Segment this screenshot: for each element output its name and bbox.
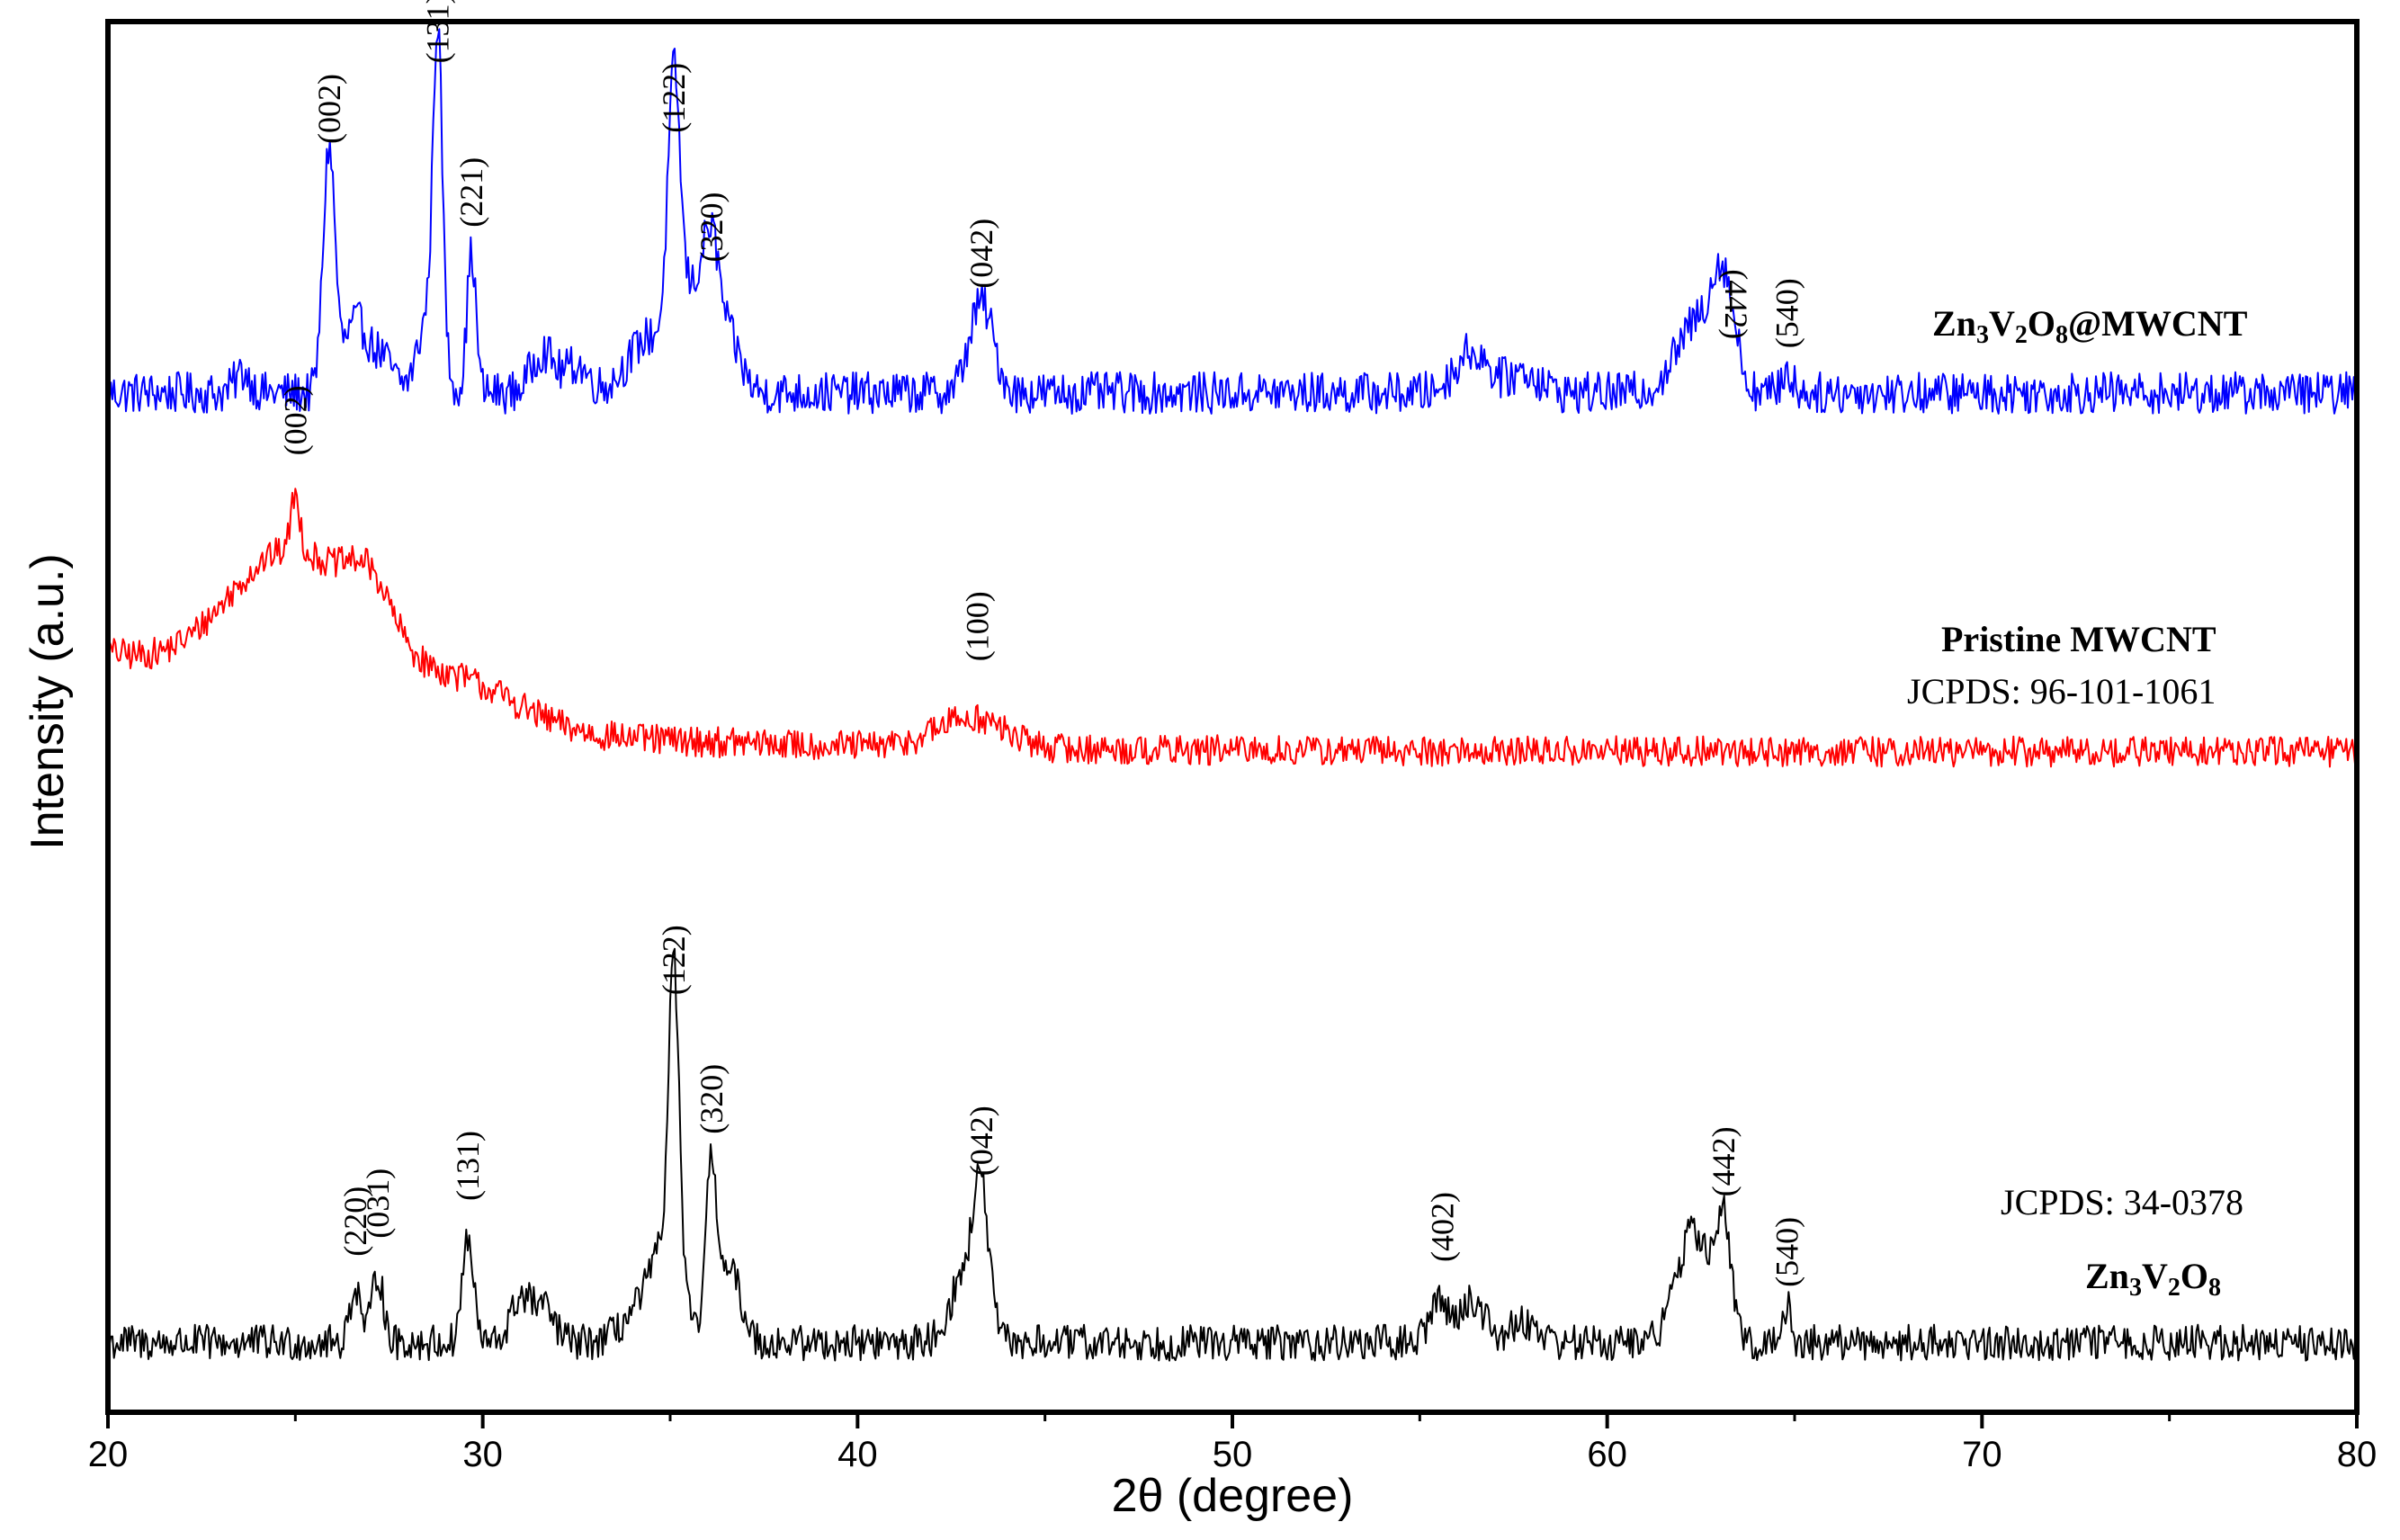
x-tick-label: 50 [1213,1435,1253,1474]
x-tick-label: 20 [88,1435,129,1474]
peak-label-2-5: (042) [963,1106,999,1176]
x-tick-label: 30 [462,1435,503,1474]
x-tick-label: 40 [837,1435,878,1474]
peak-label-0-5: (042) [963,219,999,289]
peak-label-2-8: (540) [1769,1217,1805,1287]
peak-label-2-4: (320) [694,1064,730,1134]
peak-label-2-7: (442) [1706,1126,1742,1196]
peak-label-2-6: (402) [1424,1192,1460,1262]
reference-label-zn3v2o8: JCPDS: 34-0378 [2001,1182,2243,1222]
peak-label-1-1: (100) [960,591,996,661]
peak-label-0-3: (122) [656,63,692,133]
peak-label-0-2: (221) [453,157,489,228]
reference-label-mwcnt: JCPDS: 96-101-1061 [1907,671,2216,712]
peak-label-2-2: (131) [450,1131,486,1201]
y-axis-title: Intensity (a.u.) [22,553,74,849]
x-axis-title: 2θ (degree) [1112,1470,1354,1522]
series-line-zn3v2o8-mwcnt [107,28,2358,415]
peak-label-2-3: (122) [656,925,692,995]
series-label-zn3v2o8-mwcnt: Zn3V2O8@MWCNT [1932,303,2248,349]
peak-label-2-1: (031) [360,1168,396,1239]
peak-label-0-6: (442) [1718,269,1754,339]
series-line-zn3v2o8 [107,947,2358,1362]
x-tick-label: 60 [1587,1435,1627,1474]
peak-label-0-7: (540) [1769,278,1805,348]
peak-labels: (002) (131) (221) (122) (320) (042) (442) (540)… [277,0,1804,1287]
series-line-pristine-mwcnt [107,488,2358,768]
peak-label-0-4: (320) [694,192,730,263]
x-tick-label: 70 [1962,1435,2002,1474]
series-label-zn3v2o8: Zn3V2O8 [2085,1256,2221,1302]
x-axis-ticks: 20 30 40 50 60 70 80 [88,1412,2378,1474]
peak-label-0-0: (002) [311,74,347,144]
peak-label-1-0: (002) [277,385,313,455]
peak-label-0-1: (131) [420,0,456,63]
series-lines [107,28,2358,1362]
x-tick-label: 80 [2337,1435,2378,1474]
peak-label-2-0: (220) [337,1186,373,1257]
series-label-pristine-mwcnt: Pristine MWCNT [1941,619,2216,659]
